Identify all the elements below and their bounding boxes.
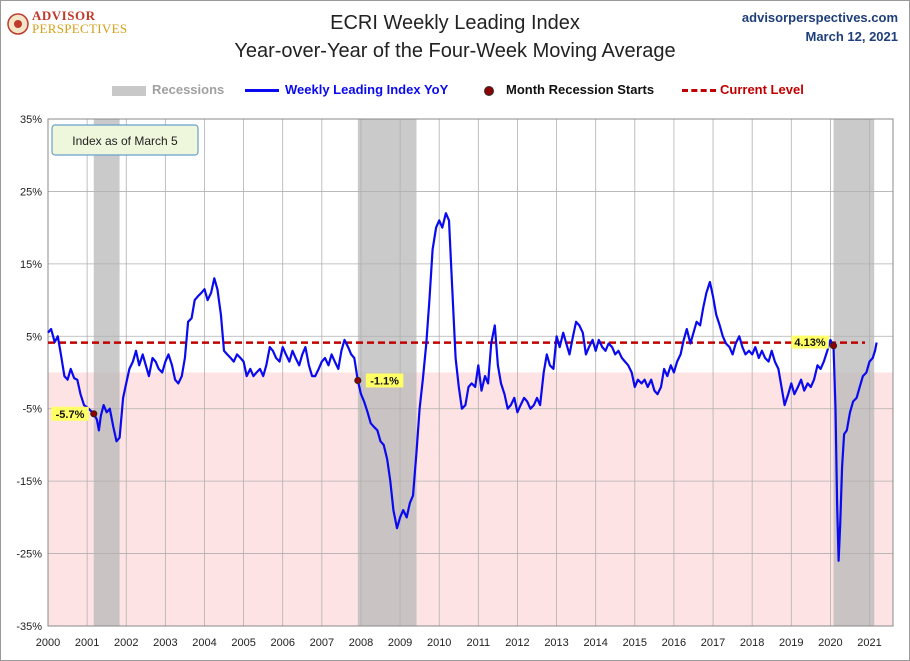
legend-series-label: Weekly Leading Index YoY xyxy=(285,82,449,97)
site-name: advisorperspectives.com xyxy=(741,10,898,25)
recession-start-marker xyxy=(829,342,838,350)
logo-text-advisor: ADVISOR xyxy=(32,8,96,23)
x-tick-label: 2002 xyxy=(114,637,138,649)
recession-start-label-bg xyxy=(365,373,404,388)
note-text: Index as of March 5 xyxy=(72,134,178,148)
legend-marker: Month Recession Starts xyxy=(484,82,654,97)
series-line xyxy=(47,212,878,562)
x-tick-label: 2017 xyxy=(701,637,725,649)
x-tick-label: 2021 xyxy=(857,637,881,649)
legend-series-swatch xyxy=(245,89,279,93)
current-level-label-bg xyxy=(791,335,829,349)
brand-logo: ADVISOR PERSPECTIVES xyxy=(6,8,136,42)
logo-icon xyxy=(7,13,29,35)
legend-recessions-label: Recessions xyxy=(152,82,225,97)
x-tick-label: 2011 xyxy=(466,637,490,649)
legend-current-label: Current Level xyxy=(720,82,804,97)
x-tick-label: 2005 xyxy=(231,637,255,649)
publish-date: March 12, 2021 xyxy=(805,29,898,44)
current-level-label: 4.13% xyxy=(794,337,825,349)
chart-title: ECRI Weekly Leading Index xyxy=(330,12,580,34)
chart-legend: Recessions Weekly Leading Index YoY Mont… xyxy=(0,82,910,100)
y-tick-label: 15% xyxy=(20,259,42,271)
x-tick-label: 2015 xyxy=(623,637,647,649)
legend-recession-swatch xyxy=(112,85,146,96)
legend-current-swatch xyxy=(682,89,716,93)
legend-current: Current Level xyxy=(682,82,804,97)
recession-band xyxy=(357,119,417,626)
x-tick-label: 2007 xyxy=(310,637,334,649)
note-box xyxy=(51,124,199,156)
recession-start-label-bg xyxy=(51,406,89,421)
y-tick-label: 35% xyxy=(20,114,42,126)
recession-start-label: -1.1% xyxy=(370,375,399,387)
y-tick-label: -5% xyxy=(22,404,42,416)
x-tick-label: 2019 xyxy=(779,637,803,649)
y-tick-label: -35% xyxy=(16,621,42,633)
x-tick-label: 2020 xyxy=(818,637,842,649)
x-tick-label: 2000 xyxy=(36,637,60,649)
legend-series: Weekly Leading Index YoY xyxy=(245,82,448,97)
x-tick-label: 2006 xyxy=(270,637,294,649)
recession-start-marker xyxy=(90,410,98,418)
x-tick-label: 2004 xyxy=(192,637,216,649)
negative-zone xyxy=(48,372,893,626)
x-tick-label: 2012 xyxy=(505,637,529,649)
x-tick-label: 2009 xyxy=(388,637,412,649)
recession-start-label: -5.7% xyxy=(56,409,85,421)
plot-border xyxy=(47,118,894,627)
legend-recessions: Recessions xyxy=(112,82,224,97)
x-tick-label: 2003 xyxy=(153,637,177,649)
source-info: advisorperspectives.com March 12, 2021 xyxy=(742,8,898,46)
x-tick-label: 2001 xyxy=(75,637,99,649)
legend-marker-dot xyxy=(484,85,494,96)
y-tick-label: 5% xyxy=(26,331,42,343)
x-tick-label: 2013 xyxy=(544,637,568,649)
x-tick-label: 2014 xyxy=(583,637,607,649)
x-tick-label: 2008 xyxy=(349,637,373,649)
legend-marker-label: Month Recession Starts xyxy=(506,82,655,97)
x-tick-label: 2018 xyxy=(740,637,764,649)
y-tick-label: -15% xyxy=(16,476,42,488)
y-tick-label: 25% xyxy=(20,186,42,198)
chart-subtitle: Year-over-Year of the Four-Week Moving A… xyxy=(234,40,676,62)
recession-start-marker xyxy=(354,376,362,385)
logo-text-perspectives: PERSPECTIVES xyxy=(32,21,128,36)
x-tick-label: 2010 xyxy=(427,637,451,649)
recession-band xyxy=(93,119,120,626)
x-tick-label: 2016 xyxy=(662,637,686,649)
y-tick-label: -25% xyxy=(16,549,42,561)
